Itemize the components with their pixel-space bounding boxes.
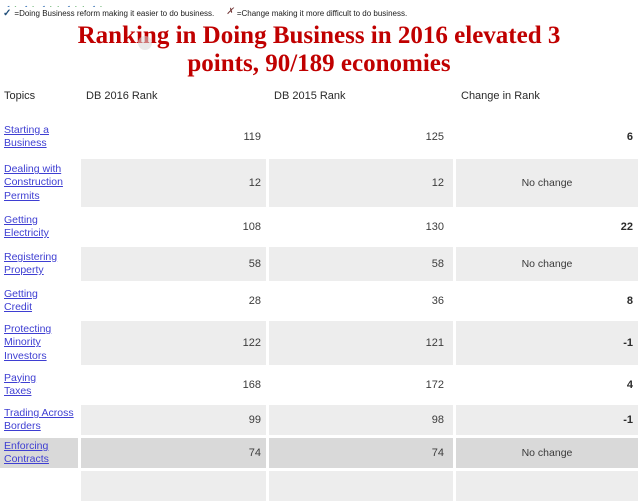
table-row: Dealing with Construction Permits 12 12 No … bbox=[0, 159, 638, 207]
topic-cell: Registering Property bbox=[0, 247, 78, 281]
db2016-rank-cell: 99 bbox=[81, 405, 266, 436]
topic-link[interactable]: Enforcing Contracts bbox=[4, 440, 49, 466]
change-in-rank-cell: 6 bbox=[456, 118, 638, 156]
topic-link[interactable]: Dealing with Construction Permits bbox=[4, 163, 63, 202]
plus-icon: + bbox=[55, 4, 61, 7]
db2015-rank-cell: 12 bbox=[269, 159, 453, 207]
legend-x-text: =Change making it more difficult to do b… bbox=[236, 9, 408, 18]
slide-title-line1: Ranking in Doing Business in 2016 elevat… bbox=[77, 22, 561, 49]
plus-icon: + bbox=[48, 4, 54, 7]
db2016-rank-cell: 122 bbox=[81, 321, 266, 365]
db2015-rank-cell: 74 bbox=[269, 438, 453, 469]
plus-icon: + bbox=[73, 4, 79, 7]
column-header-change-in-rank: Change in Rank bbox=[456, 85, 638, 115]
topic-cell bbox=[0, 471, 78, 501]
x-mark-icon: ✗ bbox=[226, 6, 234, 16]
change-in-rank-cell: No change bbox=[456, 159, 638, 207]
plus-icon: + bbox=[80, 4, 86, 7]
change-in-rank-cell: 8 bbox=[456, 284, 638, 318]
slide-title: Ranking in Doing Business in 2016 elevat… bbox=[6, 22, 632, 78]
table-row: Getting Electricity 108 130 22 bbox=[0, 210, 638, 244]
topic-cell: Enforcing Contracts bbox=[0, 438, 78, 469]
table-header-row: Topics DB 2016 Rank DB 2015 Rank Change … bbox=[0, 85, 638, 115]
db2016-rank-cell: 119 bbox=[81, 118, 266, 156]
db2015-rank-cell: 172 bbox=[269, 368, 453, 402]
db2016-rank-cell: 28 bbox=[81, 284, 266, 318]
table-row: Starting a Business 119 125 6 bbox=[0, 118, 638, 156]
table-row: Getting Credit 28 36 8 bbox=[0, 284, 638, 318]
db2016-rank-cell bbox=[81, 471, 266, 501]
topic-cell: Dealing with Construction Permits bbox=[0, 159, 78, 207]
checkmark-icon: ✓ bbox=[62, 4, 71, 7]
change-in-rank-cell: 4 bbox=[456, 368, 638, 402]
table-row: Trading Across Borders 99 98 -1 bbox=[0, 405, 638, 436]
change-in-rank-cell: 22 bbox=[456, 210, 638, 244]
plus-icon: + bbox=[30, 4, 36, 7]
column-header-topics: Topics bbox=[0, 85, 78, 115]
db2015-rank-cell: 125 bbox=[269, 118, 453, 156]
topic-cell: Protecting Minority Investors bbox=[0, 321, 78, 365]
plus-icon: + bbox=[12, 4, 18, 7]
plus-icon: + bbox=[98, 4, 104, 7]
topic-link[interactable]: Trading Across Borders bbox=[4, 407, 74, 433]
db2015-rank-cell: 36 bbox=[269, 284, 453, 318]
legend: ✓ =Doing Business reform making it easie… bbox=[0, 6, 638, 20]
topic-cell: Getting Credit bbox=[0, 284, 78, 318]
db2015-rank-cell bbox=[269, 471, 453, 501]
topic-link[interactable]: Protecting Minority Investors bbox=[4, 323, 52, 362]
change-in-rank-cell: -1 bbox=[456, 321, 638, 365]
change-in-rank-cell bbox=[456, 471, 638, 501]
table-row: Paying Taxes 168 172 4 bbox=[0, 368, 638, 402]
table-row: Registering Property 58 58 No change bbox=[0, 247, 638, 281]
db2015-rank-cell: 130 bbox=[269, 210, 453, 244]
topic-link[interactable]: Paying Taxes bbox=[4, 371, 37, 397]
slide-title-line2: points, 90/189 economies bbox=[187, 50, 451, 77]
topic-cell: Getting Electricity bbox=[0, 210, 78, 244]
column-header-db2015-rank: DB 2015 Rank bbox=[269, 85, 453, 115]
topic-link[interactable]: Starting a Business bbox=[4, 123, 49, 149]
change-in-rank-cell: No change bbox=[456, 438, 638, 469]
topic-link[interactable]: Getting Electricity bbox=[4, 213, 49, 239]
checkmark-icon: ✓ bbox=[3, 8, 12, 19]
db2016-rank-cell: 58 bbox=[81, 247, 266, 281]
cropped-symbol-row: ✓+✓+✓++✓++✓+ bbox=[0, 0, 638, 7]
topic-cell: Trading Across Borders bbox=[0, 405, 78, 436]
checkmark-icon: ✓ bbox=[37, 4, 46, 7]
db2016-rank-cell: 108 bbox=[81, 210, 266, 244]
table-body: Starting a Business 119 125 6 Dealing with C… bbox=[0, 118, 638, 501]
checkmark-icon: ✓ bbox=[20, 4, 29, 7]
checkmark-icon: ✓ bbox=[88, 4, 97, 7]
db2016-rank-cell: 168 bbox=[81, 368, 266, 402]
db2015-rank-cell: 58 bbox=[269, 247, 453, 281]
db2016-rank-cell: 74 bbox=[81, 438, 266, 469]
topic-cell: Paying Taxes bbox=[0, 368, 78, 402]
topic-link[interactable]: Registering Property bbox=[4, 250, 58, 276]
db2015-rank-cell: 121 bbox=[269, 321, 453, 365]
change-in-rank-cell: -1 bbox=[456, 405, 638, 436]
checkmark-icon: ✓ bbox=[2, 4, 11, 7]
table-row: Enforcing Contracts 74 74 No change bbox=[0, 438, 638, 469]
change-in-rank-cell: No change bbox=[456, 247, 638, 281]
table-row bbox=[0, 471, 638, 501]
legend-check-text: =Doing Business reform making it easier … bbox=[14, 9, 215, 18]
ranking-table: Topics DB 2016 Rank DB 2015 Rank Change … bbox=[0, 85, 638, 501]
column-header-db2016-rank: DB 2016 Rank bbox=[81, 85, 266, 115]
db2016-rank-cell: 12 bbox=[81, 159, 266, 207]
topic-cell: Starting a Business bbox=[0, 118, 78, 156]
watermark-circle bbox=[138, 36, 152, 50]
topic-link[interactable]: Getting Credit bbox=[4, 287, 38, 313]
db2015-rank-cell: 98 bbox=[269, 405, 453, 436]
table-row: Protecting Minority Investors 122 121 -1 bbox=[0, 321, 638, 365]
